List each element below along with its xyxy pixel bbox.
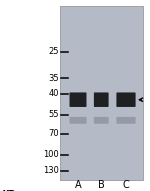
Text: 40: 40 <box>49 89 59 98</box>
Text: 35: 35 <box>49 74 59 83</box>
Text: A: A <box>75 180 81 190</box>
FancyBboxPatch shape <box>94 117 109 124</box>
Text: C: C <box>123 180 129 190</box>
FancyBboxPatch shape <box>116 117 136 124</box>
FancyBboxPatch shape <box>116 92 136 107</box>
Bar <box>60 6 143 180</box>
FancyBboxPatch shape <box>70 117 87 124</box>
Text: 25: 25 <box>49 47 59 56</box>
Text: B: B <box>98 180 105 190</box>
Text: 55: 55 <box>49 110 59 119</box>
Text: 130: 130 <box>43 166 59 176</box>
Text: 70: 70 <box>49 129 59 138</box>
FancyBboxPatch shape <box>70 92 87 107</box>
Text: 100: 100 <box>44 150 59 159</box>
FancyBboxPatch shape <box>94 92 109 107</box>
Text: KDa: KDa <box>2 190 22 191</box>
